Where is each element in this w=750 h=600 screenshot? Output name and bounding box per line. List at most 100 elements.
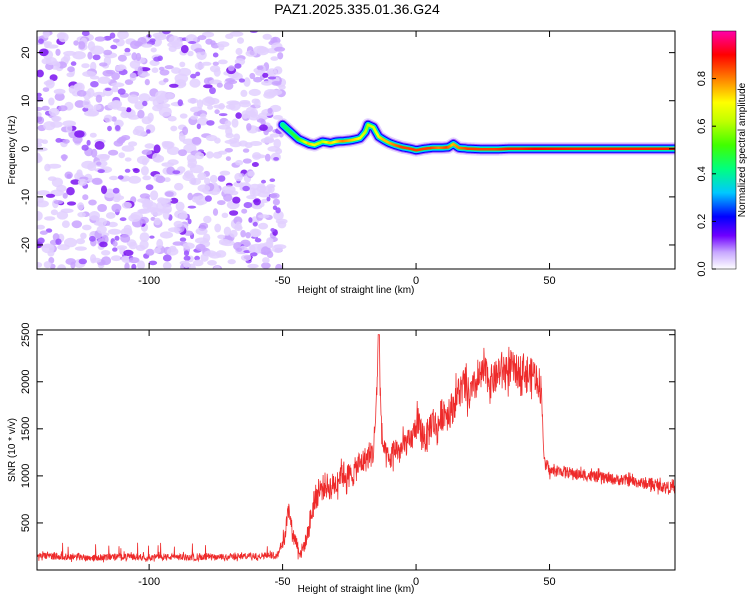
noise-blob bbox=[164, 191, 174, 197]
noise-blob bbox=[101, 185, 107, 194]
noise-blob bbox=[112, 247, 118, 252]
noise-blob bbox=[99, 62, 108, 67]
noise-blob bbox=[142, 100, 148, 107]
noise-blob bbox=[139, 216, 149, 224]
noise-blob bbox=[124, 47, 131, 53]
noise-blob bbox=[161, 162, 175, 168]
x-tick-label: 50 bbox=[543, 275, 555, 287]
noise-blob bbox=[179, 237, 187, 242]
noise-blob bbox=[104, 87, 112, 91]
noise-blob bbox=[228, 80, 238, 84]
noise-blob bbox=[146, 129, 151, 134]
noise-blob bbox=[194, 48, 205, 53]
noise-blob bbox=[137, 109, 145, 119]
noise-blob bbox=[116, 106, 128, 111]
noise-blob bbox=[195, 243, 206, 252]
noise-blob bbox=[212, 52, 219, 58]
noise-blob bbox=[37, 153, 42, 163]
noise-blob bbox=[103, 114, 113, 123]
noise-blob bbox=[235, 159, 244, 166]
noise-blob bbox=[128, 257, 140, 264]
noise-blob bbox=[170, 125, 178, 132]
noise-blob bbox=[153, 56, 161, 62]
noise-blob bbox=[179, 113, 188, 119]
noise-blob bbox=[252, 221, 258, 227]
noise-blob bbox=[37, 224, 45, 230]
noise-blob bbox=[123, 249, 134, 256]
noise-blob bbox=[247, 263, 259, 269]
noise-blob bbox=[108, 149, 119, 156]
noise-blob bbox=[169, 83, 179, 88]
noise-blob bbox=[61, 154, 67, 162]
noise-blob bbox=[270, 56, 279, 61]
noise-blob bbox=[251, 162, 259, 167]
noise-blob bbox=[127, 94, 139, 104]
noise-blob bbox=[235, 47, 243, 56]
noise-blob bbox=[53, 88, 66, 95]
noise-blob bbox=[120, 234, 131, 243]
y-tick-label: 10 bbox=[20, 95, 32, 107]
noise-blob bbox=[114, 235, 120, 241]
noise-blob bbox=[54, 92, 65, 102]
y-tick-label: 1000 bbox=[20, 464, 32, 488]
noise-blob bbox=[66, 72, 75, 78]
noise-blob bbox=[42, 87, 50, 92]
noise-blob bbox=[242, 185, 250, 192]
noise-blob bbox=[207, 105, 214, 110]
noise-blob bbox=[240, 230, 246, 238]
noise-blob bbox=[253, 198, 261, 206]
noise-blob bbox=[51, 177, 64, 188]
noise-blob bbox=[168, 227, 181, 233]
noise-blob bbox=[253, 76, 263, 83]
noise-blob bbox=[84, 110, 98, 117]
colorbar-tick-label: 0.2 bbox=[696, 214, 708, 229]
noise-blob bbox=[155, 90, 169, 101]
noise-blob bbox=[231, 118, 239, 128]
noise-blob bbox=[131, 263, 137, 269]
noise-blob bbox=[111, 116, 117, 122]
noise-blob bbox=[58, 32, 69, 43]
noise-blob bbox=[261, 179, 266, 184]
noise-blob bbox=[269, 192, 280, 199]
noise-blob bbox=[82, 194, 89, 201]
noise-blob bbox=[129, 60, 141, 69]
noise-blob bbox=[262, 33, 272, 40]
colorbar-gradient bbox=[711, 30, 737, 270]
noise-blob bbox=[197, 172, 207, 181]
noise-blob bbox=[73, 40, 79, 46]
noise-blob bbox=[204, 195, 212, 202]
noise-blob bbox=[217, 125, 231, 130]
noise-blob bbox=[66, 201, 77, 206]
noise-blob bbox=[196, 200, 205, 206]
noise-blob bbox=[166, 247, 179, 256]
noise-blob bbox=[242, 148, 250, 153]
noise-blob bbox=[50, 121, 63, 128]
noise-blob bbox=[189, 78, 201, 88]
noise-blob bbox=[194, 152, 205, 160]
x-tick-label: -50 bbox=[275, 576, 291, 588]
noise-blob bbox=[141, 43, 153, 48]
noise-blob bbox=[107, 228, 122, 235]
noise-blob bbox=[112, 196, 121, 203]
noise-blob bbox=[206, 151, 214, 159]
noise-blob bbox=[239, 101, 251, 108]
colorbar-ticks: 0.0 0.2 0.4 0.6 0.8 bbox=[696, 71, 716, 277]
noise-blob bbox=[237, 37, 244, 44]
noise-blob bbox=[89, 211, 100, 221]
snr-line bbox=[37, 334, 675, 563]
noise-blob bbox=[136, 155, 150, 165]
noise-blob bbox=[86, 88, 95, 98]
noise-blob bbox=[248, 88, 261, 97]
noise-blob bbox=[258, 222, 269, 230]
noise-blob bbox=[182, 138, 195, 145]
noise-blob bbox=[209, 174, 218, 184]
noise-blob bbox=[174, 73, 189, 84]
noise-blob bbox=[135, 130, 147, 137]
noise-blob bbox=[226, 100, 240, 105]
noise-blob bbox=[63, 50, 77, 56]
noise-blob bbox=[215, 250, 227, 258]
noise-blob bbox=[66, 187, 75, 196]
noise-blob bbox=[129, 72, 137, 79]
noise-blob bbox=[207, 260, 217, 266]
